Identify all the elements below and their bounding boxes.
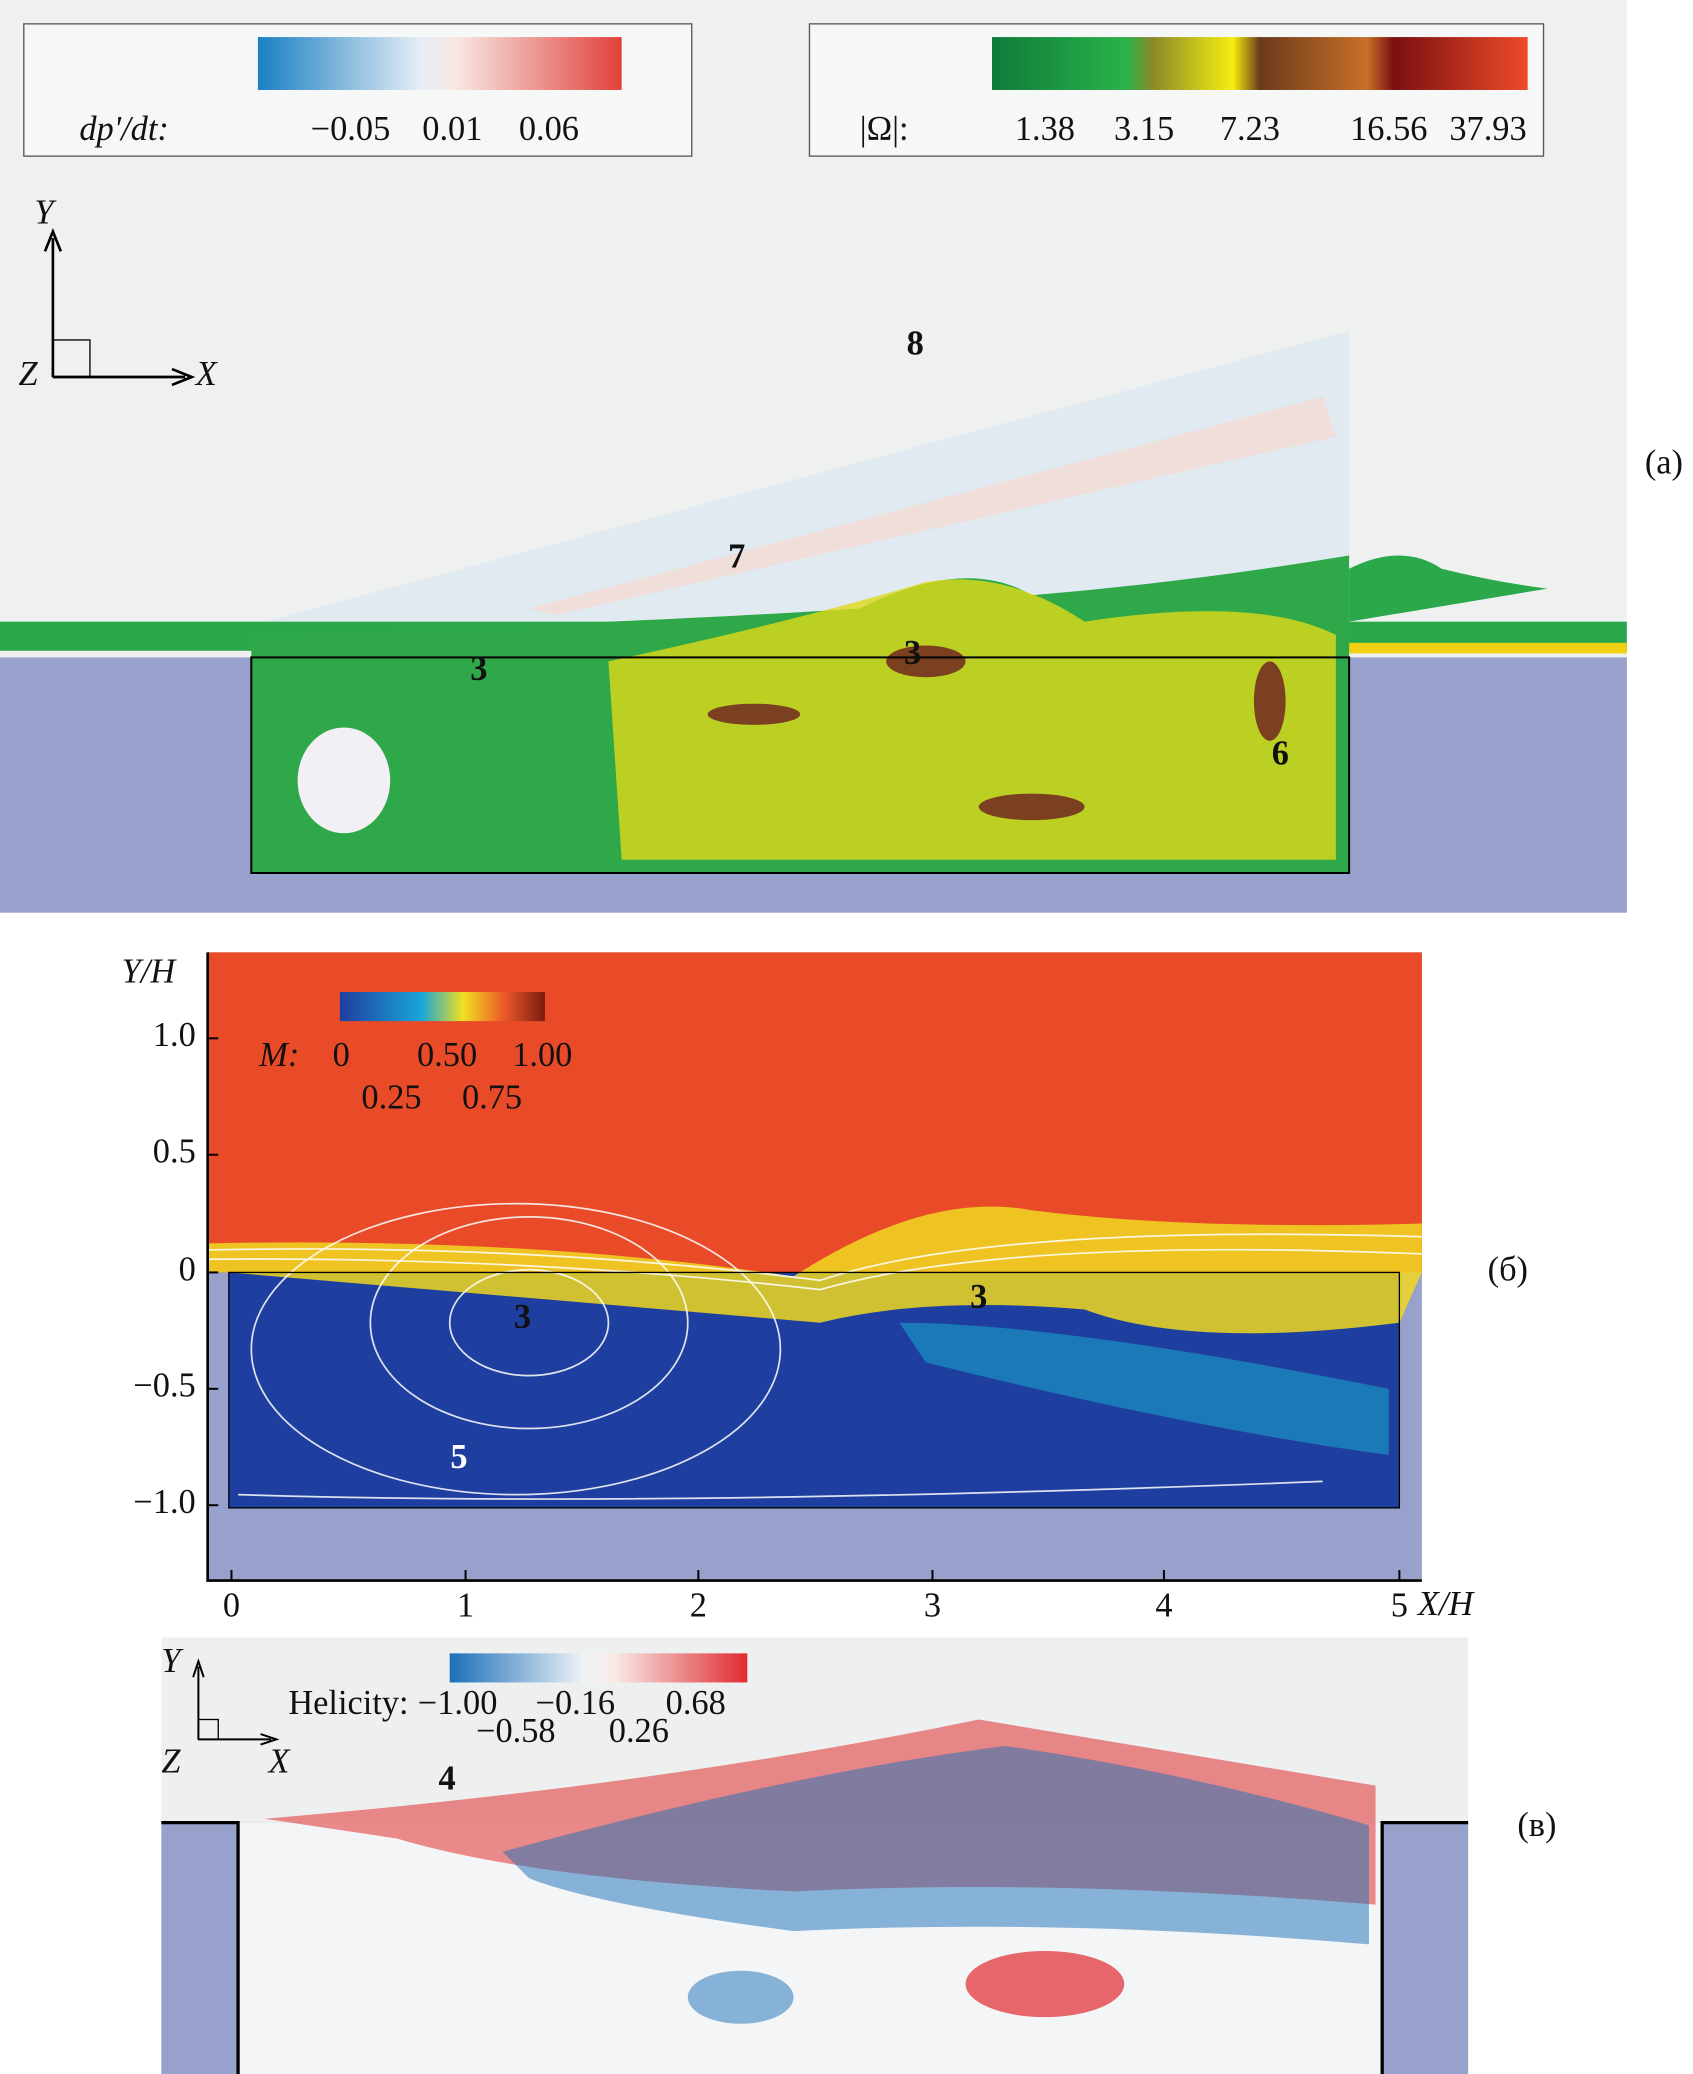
axis-label: X — [266, 1742, 291, 1780]
colorbar-tick: −1.00 — [418, 1684, 498, 1722]
annotation: 3 — [970, 1278, 987, 1316]
colorbar-tick: −0.58 — [476, 1712, 556, 1750]
jet — [1349, 555, 1548, 622]
legend-label: M: — [258, 1036, 299, 1074]
colorbar — [991, 37, 1528, 90]
panel-label: (б) — [1488, 1250, 1528, 1288]
y-tick-label: 1.0 — [153, 1016, 196, 1054]
axis-triad — [192, 1658, 280, 1746]
colorbar-tick: 1.38 — [1015, 110, 1075, 148]
y-tick-label: 0.5 — [153, 1133, 196, 1171]
axes-frame — [206, 952, 1422, 1582]
wave-field — [529, 396, 1336, 616]
helicity-field — [687, 1970, 794, 2024]
colorbar-tick: 0.25 — [361, 1078, 421, 1116]
y-ticks — [207, 1037, 1401, 1581]
annotation: 6 — [1272, 734, 1289, 772]
x-tick-label: 0 — [223, 1586, 240, 1624]
colorbar-tick: 0 — [333, 1036, 350, 1074]
legend-label: Helicity: — [288, 1684, 408, 1722]
colorbar-tick: 7.23 — [1220, 110, 1280, 148]
colorbar-tick: −0.16 — [536, 1684, 616, 1722]
x-tick-label: 1 — [457, 1586, 474, 1624]
axis-label: Z — [19, 355, 39, 393]
colorbar — [339, 992, 545, 1022]
colorbar-tick: 0.75 — [462, 1078, 522, 1116]
axis-label: X/H — [1416, 1585, 1476, 1623]
vortex — [707, 703, 801, 725]
x-tick-label: 5 — [1391, 1586, 1408, 1624]
shear-layer — [899, 1322, 1389, 1455]
colorbar-tick: 0.01 — [422, 110, 482, 148]
panel-a: dp'/dt: −0.05 0.01 0.06 |Ω|: 1.38 3.15 7… — [0, 0, 1683, 913]
y-tick-label: −1.0 — [133, 1483, 195, 1521]
cavity-flow — [608, 579, 1336, 860]
cavity-outline — [250, 656, 1351, 874]
colorbar-tick: 0.50 — [417, 1036, 477, 1074]
colorbar-tick: −0.05 — [311, 110, 391, 148]
annotation: 5 — [450, 1438, 467, 1476]
x-tick-label: 2 — [690, 1586, 707, 1624]
helicity-field — [965, 1950, 1125, 2018]
panel-label: (в) — [1517, 1806, 1556, 1844]
annotation: 4 — [438, 1760, 455, 1798]
axis-triad — [197, 1718, 219, 1740]
colorbar-tick: 3.15 — [1114, 110, 1174, 148]
y-tick-label: −0.5 — [133, 1367, 195, 1405]
vortex — [978, 793, 1085, 821]
vortex — [297, 727, 391, 834]
panel-b: M: 0 0.50 1.00 0.25 0.75 Y/H X/H 1.0 0.5… — [122, 952, 1528, 1624]
vortex — [1253, 661, 1286, 741]
annotation: 3 — [904, 634, 921, 672]
cavity-outline — [228, 1271, 1401, 1509]
y-tick-label: 0 — [179, 1250, 196, 1288]
annotation: 8 — [907, 324, 924, 362]
axis-label: X — [194, 355, 219, 393]
colorbar-tick: 1.00 — [512, 1036, 572, 1074]
axis-label: Y/H — [122, 953, 178, 991]
panel-label: (a) — [1645, 444, 1683, 482]
panel-c: Helicity: −1.00 −0.16 0.68 −0.58 0.26 Y … — [161, 1637, 1556, 2074]
helicity-field — [502, 1745, 1369, 1945]
axis-label: Y — [161, 1642, 184, 1680]
axis-triad — [52, 339, 91, 378]
colorbar-tick: 0.68 — [666, 1684, 726, 1722]
legend-label: |Ω|: — [860, 110, 909, 148]
cavity-outline — [161, 1821, 1469, 2074]
x-tick-label: 3 — [924, 1586, 941, 1624]
axis-label: Y — [34, 194, 57, 232]
axis-triad — [43, 227, 196, 387]
annotation: 7 — [728, 537, 745, 575]
colorbar — [257, 37, 622, 90]
vortex — [886, 645, 966, 678]
colorbar-tick: 0.26 — [609, 1712, 669, 1750]
annotation: 3 — [470, 650, 487, 688]
colorbar — [449, 1653, 748, 1683]
streamlines — [207, 1202, 1422, 1500]
colorbar-tick: 0.06 — [519, 110, 579, 148]
boundary-layer — [1349, 642, 1627, 654]
x-tick-label: 4 — [1155, 1586, 1172, 1624]
colorbar-tick: 37.93 — [1449, 110, 1526, 148]
colorbar-tick: 16.56 — [1350, 110, 1427, 148]
legend-label: dp'/dt: — [79, 110, 168, 148]
axis-label: Z — [161, 1742, 181, 1780]
annotation: 3 — [514, 1298, 531, 1336]
